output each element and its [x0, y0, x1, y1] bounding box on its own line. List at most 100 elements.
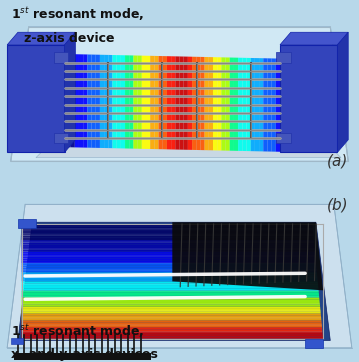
Polygon shape	[288, 59, 293, 152]
Polygon shape	[22, 270, 317, 272]
Text: (b): (b)	[327, 197, 348, 212]
Polygon shape	[22, 254, 315, 256]
Polygon shape	[22, 252, 315, 254]
Polygon shape	[22, 316, 321, 318]
Text: 1$^{st}$ resonant mode,: 1$^{st}$ resonant mode,	[11, 323, 144, 340]
Polygon shape	[7, 45, 65, 152]
Polygon shape	[22, 263, 316, 265]
Polygon shape	[234, 58, 238, 151]
Bar	[54, 132, 68, 143]
Polygon shape	[11, 27, 348, 161]
Polygon shape	[22, 302, 320, 304]
Polygon shape	[22, 243, 314, 245]
Polygon shape	[280, 45, 337, 152]
Polygon shape	[222, 57, 225, 151]
Polygon shape	[22, 256, 316, 258]
Polygon shape	[167, 56, 171, 150]
Text: (a): (a)	[327, 153, 348, 168]
Polygon shape	[284, 59, 288, 152]
Polygon shape	[22, 286, 318, 288]
Polygon shape	[337, 32, 348, 152]
Polygon shape	[22, 327, 322, 329]
Polygon shape	[301, 59, 305, 152]
Polygon shape	[7, 32, 75, 45]
Polygon shape	[125, 55, 129, 148]
Text: x- and y-axis devices: x- and y-axis devices	[11, 348, 158, 361]
Polygon shape	[22, 320, 322, 323]
Polygon shape	[22, 311, 321, 313]
Polygon shape	[58, 54, 62, 147]
Polygon shape	[83, 54, 87, 148]
Polygon shape	[230, 58, 234, 151]
Polygon shape	[22, 258, 316, 261]
Polygon shape	[22, 307, 320, 309]
Polygon shape	[121, 55, 125, 148]
Bar	[305, 339, 323, 348]
Polygon shape	[62, 54, 66, 147]
Polygon shape	[71, 54, 75, 147]
Polygon shape	[100, 55, 104, 148]
Polygon shape	[180, 56, 184, 150]
Polygon shape	[255, 58, 259, 151]
Polygon shape	[192, 57, 196, 150]
Polygon shape	[96, 55, 100, 148]
Polygon shape	[263, 58, 267, 152]
Polygon shape	[188, 56, 192, 150]
Polygon shape	[22, 247, 315, 249]
Polygon shape	[184, 56, 188, 150]
Polygon shape	[22, 231, 313, 233]
Polygon shape	[142, 56, 146, 149]
Polygon shape	[54, 54, 58, 147]
Polygon shape	[22, 291, 319, 293]
Polygon shape	[22, 284, 318, 286]
Polygon shape	[297, 59, 301, 152]
Polygon shape	[22, 332, 323, 334]
Polygon shape	[22, 236, 314, 238]
Polygon shape	[22, 295, 319, 298]
Polygon shape	[112, 55, 117, 148]
Polygon shape	[22, 281, 318, 284]
Polygon shape	[22, 233, 313, 236]
Polygon shape	[293, 59, 297, 152]
Polygon shape	[280, 59, 284, 152]
Polygon shape	[22, 329, 322, 332]
Polygon shape	[225, 58, 230, 151]
Polygon shape	[18, 222, 330, 341]
Polygon shape	[22, 334, 323, 336]
Polygon shape	[171, 56, 175, 150]
Polygon shape	[22, 274, 317, 277]
Polygon shape	[22, 277, 317, 279]
Polygon shape	[22, 304, 320, 307]
Polygon shape	[22, 272, 317, 274]
Polygon shape	[242, 58, 247, 151]
Bar	[54, 52, 68, 63]
Polygon shape	[104, 55, 108, 148]
Polygon shape	[108, 55, 112, 148]
Polygon shape	[259, 58, 263, 151]
Polygon shape	[159, 56, 163, 149]
Text: 1$^{st}$ resonant mode,: 1$^{st}$ resonant mode,	[11, 5, 144, 23]
Bar	[276, 52, 291, 63]
Bar	[14, 353, 151, 360]
Polygon shape	[22, 336, 323, 339]
Polygon shape	[22, 265, 316, 268]
Polygon shape	[87, 54, 92, 148]
Polygon shape	[22, 224, 313, 226]
Polygon shape	[7, 204, 352, 348]
Polygon shape	[22, 245, 314, 247]
Bar	[11, 338, 23, 344]
Polygon shape	[36, 140, 341, 158]
Polygon shape	[217, 57, 222, 151]
Polygon shape	[154, 56, 159, 149]
Polygon shape	[22, 298, 320, 300]
Polygon shape	[238, 58, 242, 151]
Polygon shape	[22, 318, 321, 320]
Polygon shape	[22, 300, 320, 302]
Polygon shape	[22, 325, 322, 327]
Polygon shape	[22, 261, 316, 263]
Polygon shape	[129, 55, 134, 149]
Polygon shape	[150, 56, 154, 149]
Polygon shape	[172, 222, 323, 290]
Polygon shape	[75, 54, 79, 147]
Polygon shape	[22, 240, 314, 243]
